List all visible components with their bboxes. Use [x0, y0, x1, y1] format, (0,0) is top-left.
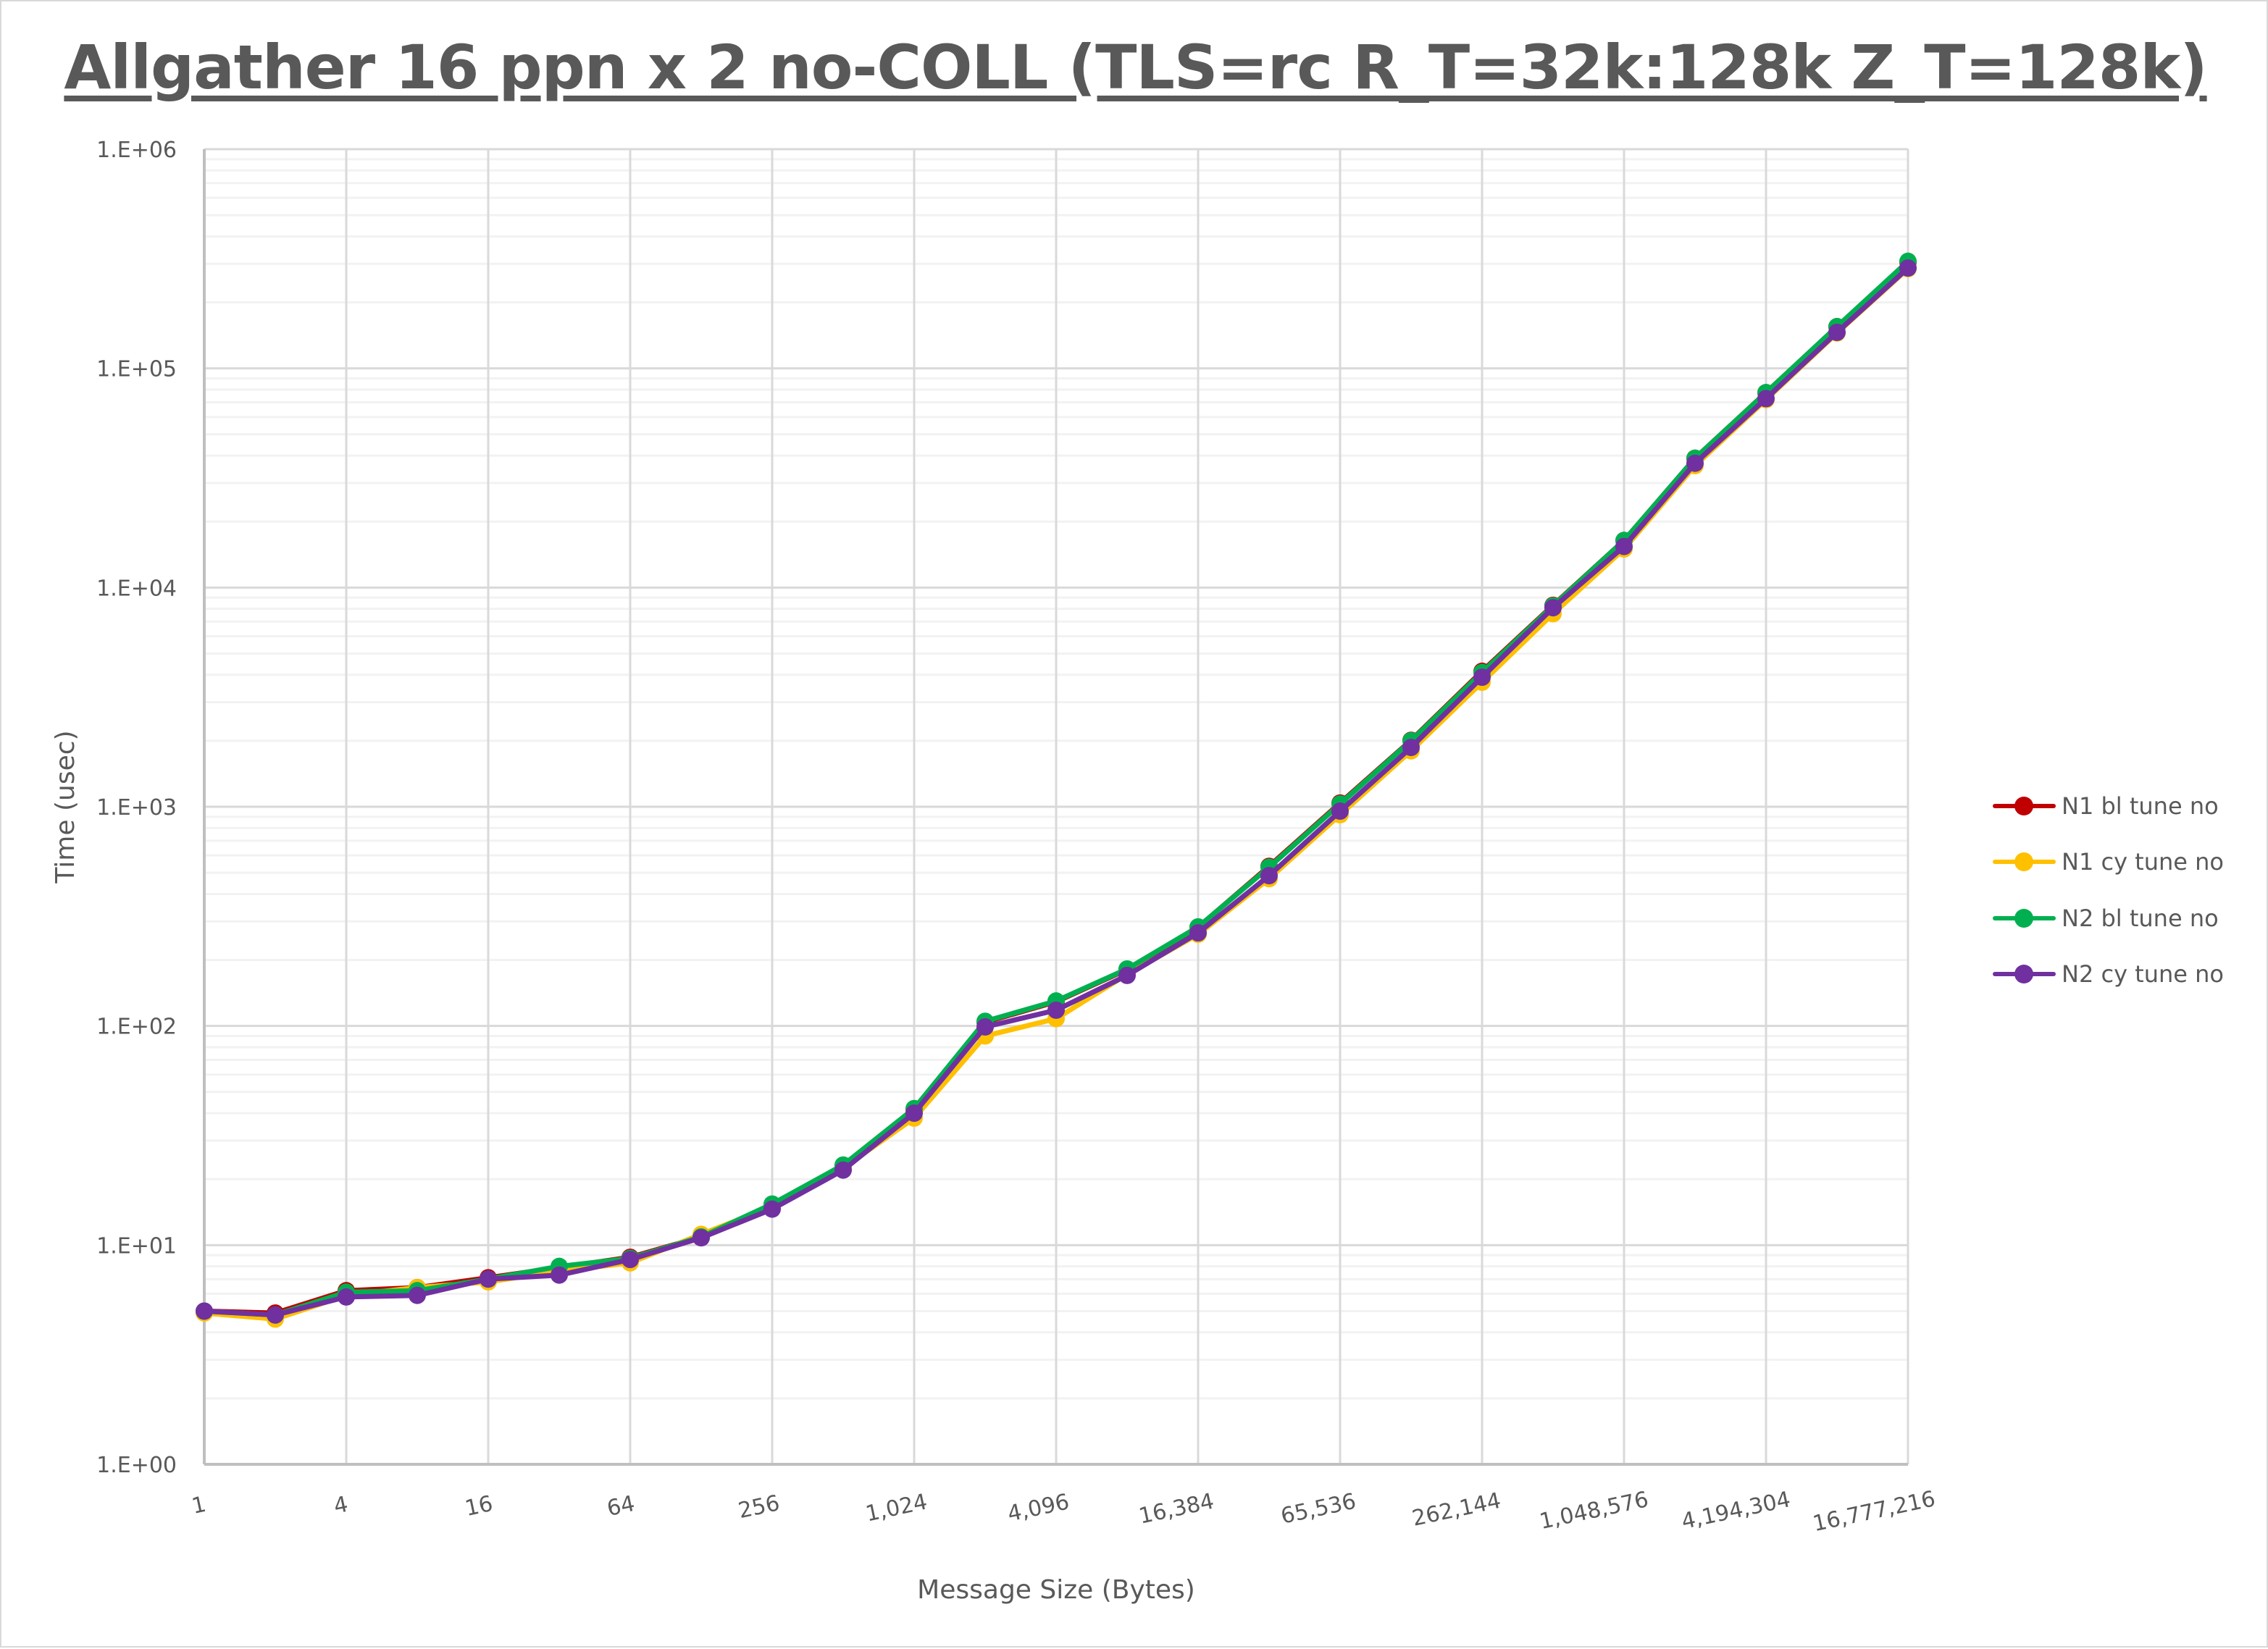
x-tick-label: 64 [605, 1491, 637, 1522]
y-tick-label: 1.E+02 [96, 1015, 177, 1040]
y-tick-label: 1.E+04 [96, 576, 177, 601]
legend-item-n2-bl[interactable]: N2 bl tune no [1990, 890, 2224, 947]
data-point[interactable] [1473, 668, 1491, 687]
legend-marker-icon [1990, 963, 2059, 985]
data-point[interactable] [196, 1302, 213, 1320]
x-tick-label: 262,144 [1410, 1488, 1503, 1532]
x-tick-label: 1,048,576 [1537, 1487, 1651, 1535]
y-axis-title: Time (usec) [51, 730, 80, 884]
legend-item-n1-cy[interactable]: N1 cy tune no [1990, 834, 2224, 891]
data-point[interactable] [905, 1104, 923, 1123]
axes [203, 149, 1908, 1466]
data-point[interactable] [1118, 966, 1136, 984]
data-point[interactable] [1260, 867, 1278, 885]
data-point[interactable] [763, 1200, 781, 1218]
y-tick-label: 1.E+06 [96, 138, 177, 163]
data-point[interactable] [1757, 390, 1775, 408]
data-point[interactable] [480, 1270, 497, 1288]
x-axis-ticks: 1 4 16 64 256 1,024 4,096 16,384 65,536 262,144 1,… [190, 1486, 1938, 1537]
y-tick-label: 1.E+01 [96, 1233, 177, 1259]
legend-item-n2-cy[interactable]: N2 cy tune no [1990, 947, 2224, 1003]
chart-title: Allgather 16 ppn x 2 no-COLL (TLS=rc R_T… [64, 32, 2207, 103]
major-gridlines [203, 148, 1909, 1466]
x-tick-label: 16,384 [1137, 1489, 1216, 1530]
legend-marker-icon [1990, 907, 2059, 929]
data-point[interactable] [267, 1306, 284, 1324]
x-tick-label: 16,777,216 [1810, 1486, 1937, 1537]
data-point[interactable] [1899, 259, 1917, 277]
y-tick-label: 1.E+05 [96, 357, 177, 382]
legend-marker-icon [1990, 851, 2059, 873]
legend-label: N2 cy tune no [2062, 960, 2224, 989]
data-series [196, 252, 1917, 1328]
legend-label: N1 bl tune no [2062, 792, 2219, 820]
x-tick-label: 16 [463, 1491, 495, 1522]
data-point[interactable] [338, 1288, 355, 1306]
data-point[interactable] [1047, 1001, 1065, 1019]
x-axis-title: Message Size (Bytes) [917, 1575, 1195, 1605]
y-axis-ticks: 1.E+00 1.E+01 1.E+02 1.E+03 1.E+04 1.E+05 1.E+… [96, 138, 177, 1478]
data-point[interactable] [976, 1017, 994, 1036]
data-point[interactable] [1615, 537, 1633, 555]
data-point[interactable] [1402, 739, 1420, 757]
data-point[interactable] [551, 1266, 568, 1284]
data-point[interactable] [1544, 599, 1562, 617]
series-n2-cy-tune-no [196, 259, 1917, 1324]
legend-marker-icon [1990, 795, 2059, 817]
data-point[interactable] [409, 1286, 426, 1304]
x-tick-label: 65,536 [1279, 1489, 1358, 1530]
x-tick-label: 4,194,304 [1679, 1487, 1793, 1535]
data-point[interactable] [1331, 802, 1349, 821]
x-tick-label: 1 [190, 1492, 209, 1519]
x-tick-label: 256 [736, 1490, 782, 1524]
legend-label: N2 bl tune no [2062, 904, 2219, 932]
y-tick-label: 1.E+03 [96, 795, 177, 821]
data-point[interactable] [622, 1251, 639, 1269]
data-point[interactable] [1189, 924, 1207, 942]
x-tick-label: 1,024 [863, 1489, 929, 1527]
data-point[interactable] [1686, 454, 1704, 472]
legend: N1 bl tune no N1 cy tune no N2 bl tune n… [1990, 778, 2224, 1002]
legend-item-n1-bl[interactable]: N1 bl tune no [1990, 778, 2224, 834]
data-point[interactable] [692, 1229, 710, 1247]
x-tick-label: 4 [332, 1492, 351, 1519]
y-tick-label: 1.E+00 [96, 1453, 177, 1478]
data-point[interactable] [834, 1161, 852, 1179]
legend-label: N1 cy tune no [2062, 848, 2224, 876]
x-tick-label: 4,096 [1005, 1489, 1071, 1527]
data-point[interactable] [1828, 323, 1846, 341]
